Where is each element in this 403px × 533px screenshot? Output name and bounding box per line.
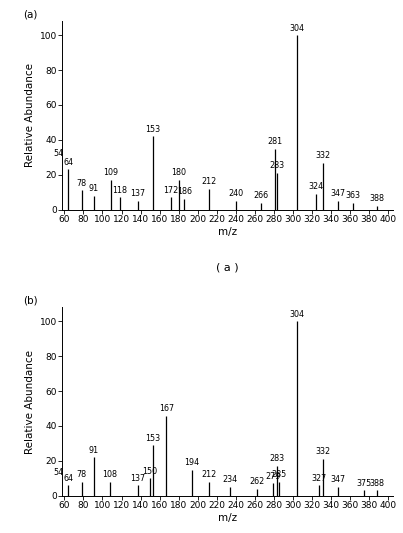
Text: 91: 91 — [89, 446, 99, 455]
Text: 153: 153 — [145, 433, 160, 442]
Text: 186: 186 — [177, 188, 192, 197]
Text: 64: 64 — [63, 474, 73, 482]
Text: 172: 172 — [163, 185, 179, 195]
X-axis label: m/z: m/z — [218, 513, 237, 523]
Text: 64: 64 — [63, 158, 73, 167]
Text: 283: 283 — [269, 455, 284, 464]
Text: 54: 54 — [54, 469, 64, 478]
Y-axis label: Relative Abundance: Relative Abundance — [25, 350, 35, 454]
Text: 388: 388 — [369, 195, 384, 204]
Text: 304: 304 — [289, 23, 304, 33]
Text: 167: 167 — [159, 404, 174, 413]
Text: 153: 153 — [145, 125, 160, 134]
Text: 91: 91 — [89, 184, 99, 193]
Text: 304: 304 — [289, 310, 304, 319]
Text: 78: 78 — [77, 470, 87, 479]
Text: 324: 324 — [308, 182, 323, 191]
Text: 108: 108 — [103, 470, 118, 479]
X-axis label: m/z: m/z — [218, 227, 237, 237]
Y-axis label: Relative Abundance: Relative Abundance — [25, 63, 35, 167]
Text: 150: 150 — [143, 467, 158, 475]
Text: 54: 54 — [54, 149, 64, 158]
Text: 279: 279 — [265, 472, 280, 481]
Text: 118: 118 — [112, 185, 127, 195]
Text: 388: 388 — [369, 479, 384, 488]
Text: 332: 332 — [316, 151, 331, 160]
Text: 285: 285 — [271, 470, 286, 479]
Text: 180: 180 — [171, 168, 186, 177]
Text: 78: 78 — [77, 179, 87, 188]
Text: 347: 347 — [330, 475, 345, 484]
Text: 347: 347 — [330, 189, 345, 198]
Text: (b): (b) — [23, 296, 37, 305]
Text: 212: 212 — [202, 470, 217, 479]
Text: 109: 109 — [104, 168, 118, 177]
Text: ( a ): ( a ) — [216, 262, 239, 272]
Text: 266: 266 — [253, 191, 268, 200]
Text: 212: 212 — [202, 177, 217, 186]
Text: 332: 332 — [316, 448, 331, 456]
Text: 262: 262 — [249, 477, 264, 486]
Text: 327: 327 — [311, 474, 326, 482]
Text: 234: 234 — [222, 475, 238, 484]
Text: 281: 281 — [267, 137, 283, 146]
Text: 137: 137 — [130, 474, 145, 482]
Text: 194: 194 — [185, 458, 199, 467]
Text: 283: 283 — [269, 161, 284, 171]
Text: 137: 137 — [130, 189, 145, 198]
Text: 375: 375 — [357, 479, 372, 488]
Text: (a): (a) — [23, 10, 37, 19]
Text: 240: 240 — [228, 189, 243, 198]
Text: 363: 363 — [345, 191, 360, 200]
